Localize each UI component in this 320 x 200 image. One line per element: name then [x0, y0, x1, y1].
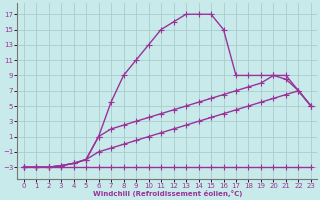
X-axis label: Windchill (Refroidissement éolien,°C): Windchill (Refroidissement éolien,°C) [92, 190, 242, 197]
